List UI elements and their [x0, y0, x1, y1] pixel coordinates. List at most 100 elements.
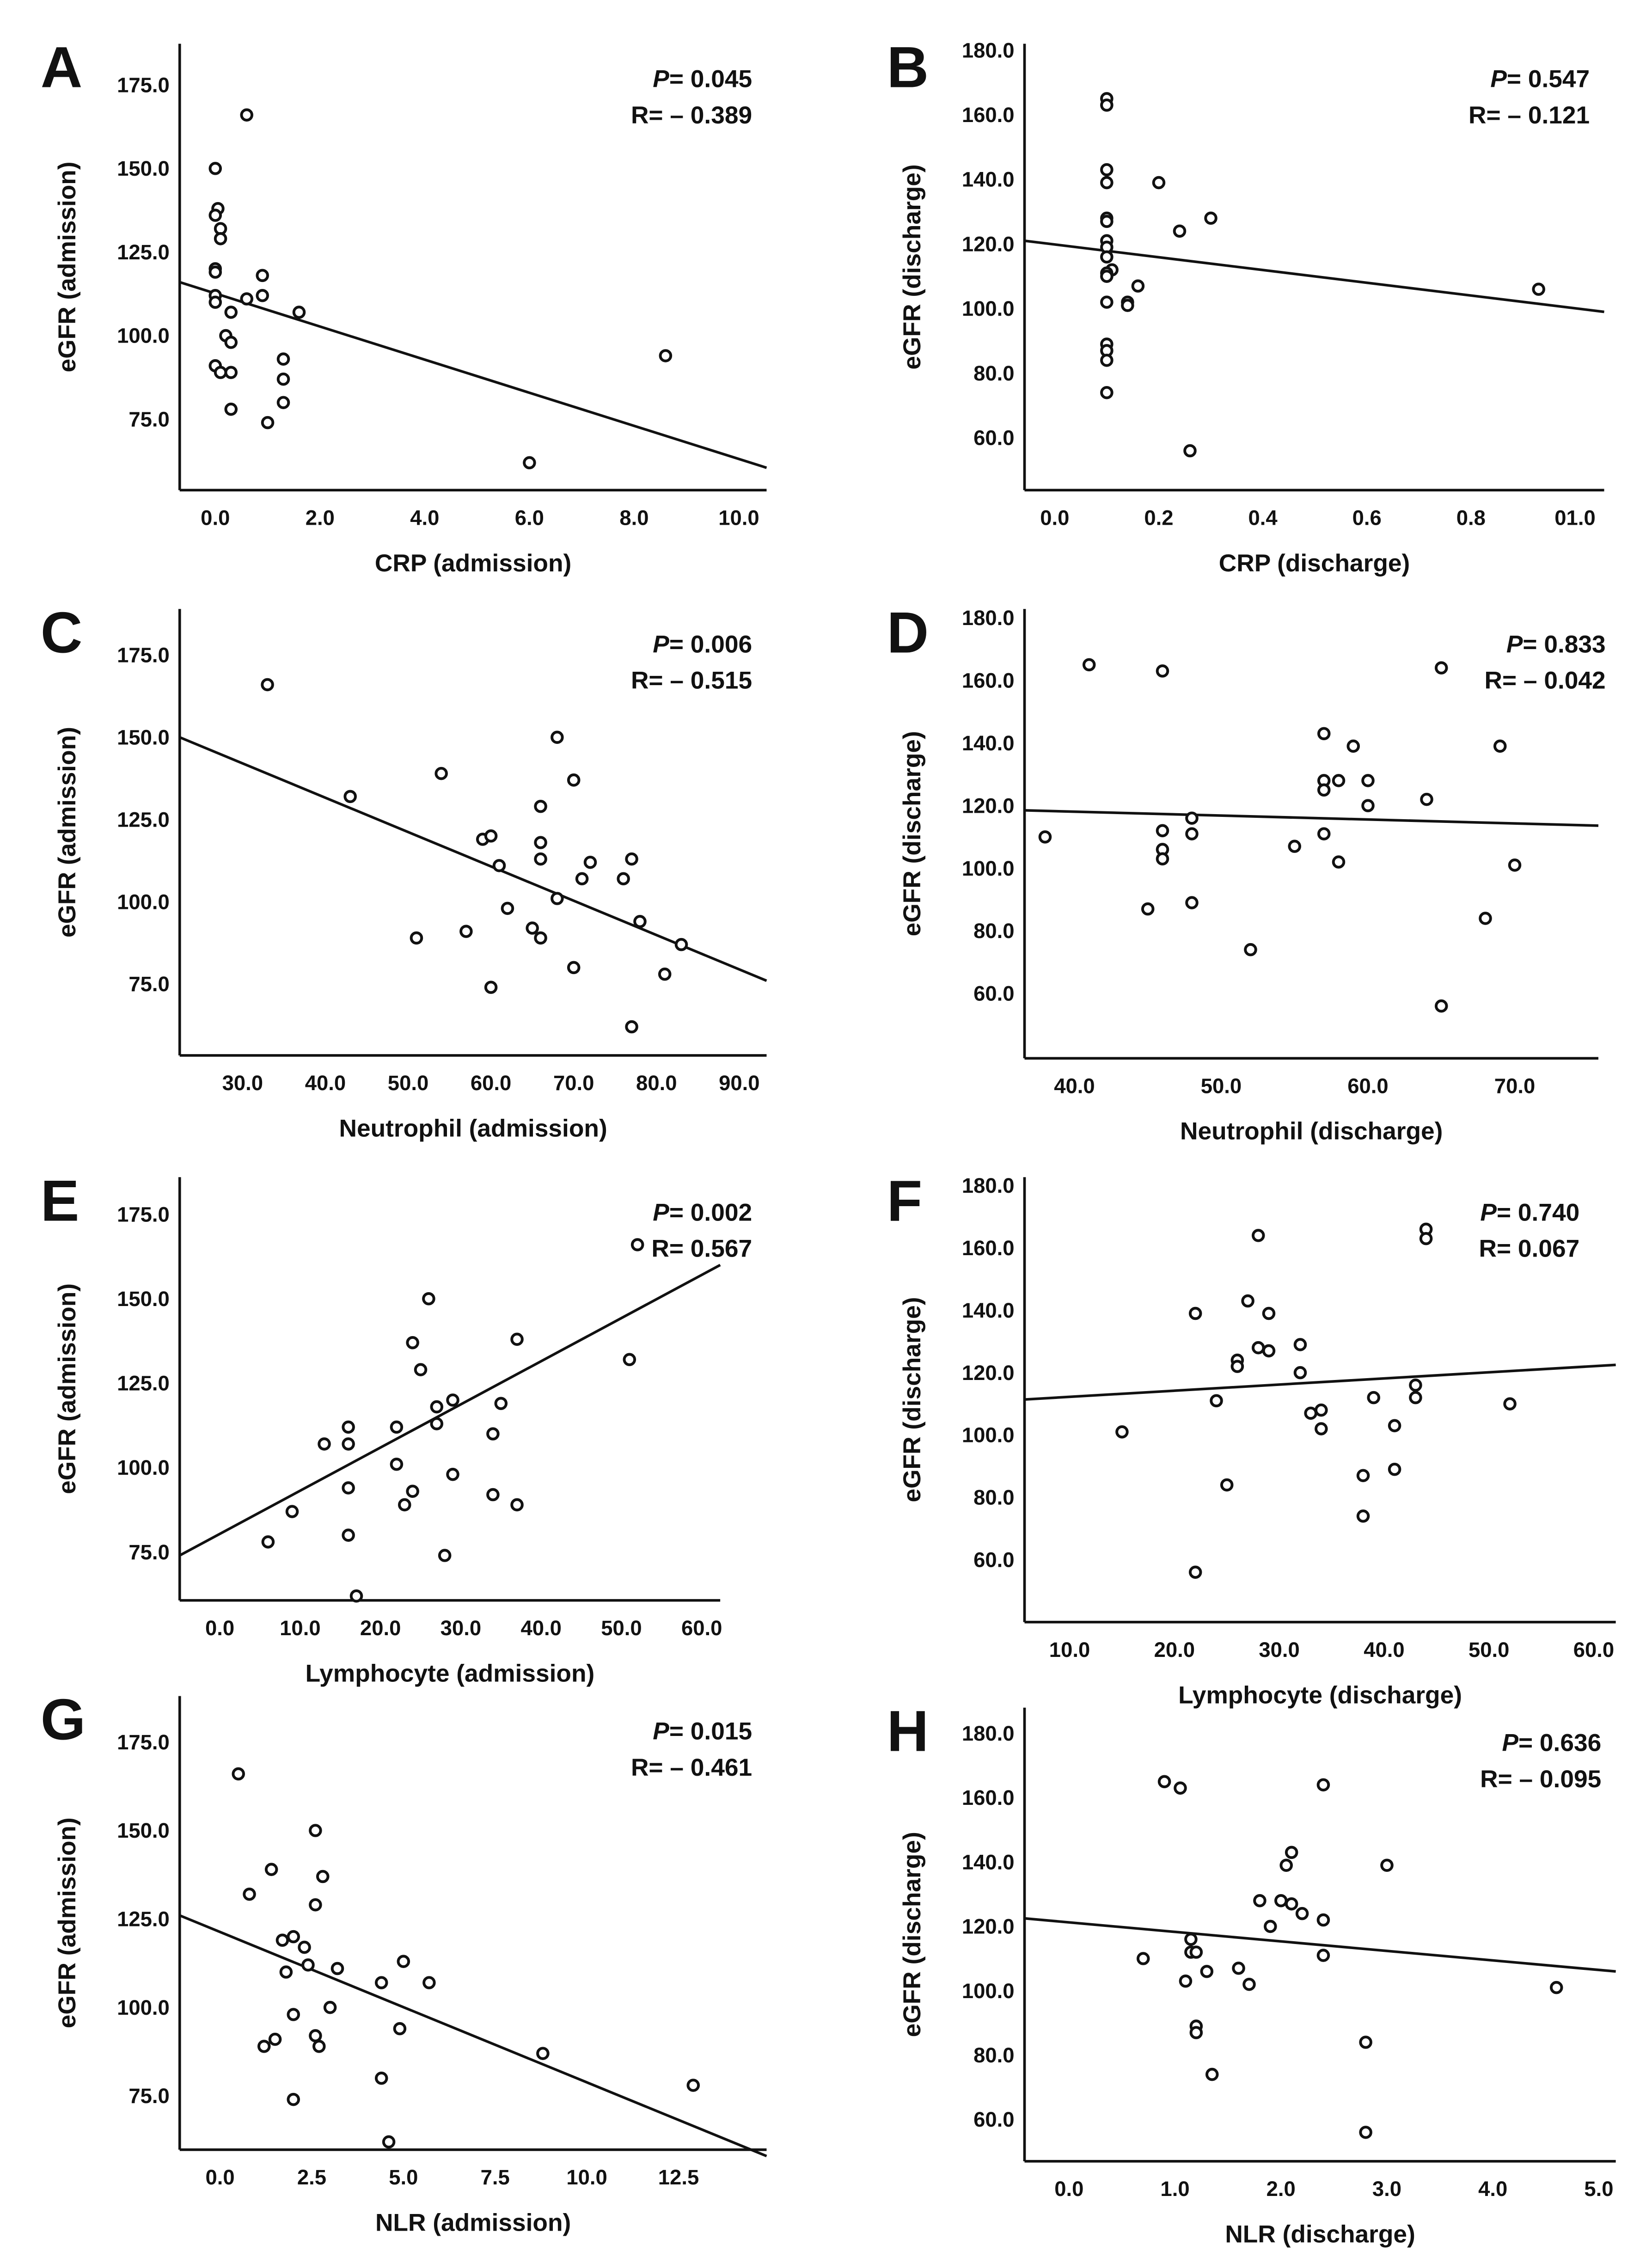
data-point [1409, 1378, 1422, 1392]
data-point [287, 2008, 300, 2021]
y-tick-label: 160.0 [962, 1236, 1015, 1260]
y-axis-title: eGFR (discharge) [899, 1297, 926, 1502]
x-tick-label: 80.0 [636, 1071, 677, 1095]
data-point [1188, 1306, 1202, 1320]
data-point [1100, 98, 1114, 112]
data-point [316, 1870, 330, 1883]
panel-b: B 60.0 80.0 100.0 120.0 140.0 160.0 180.0 0.0 0.2… [887, 35, 1604, 577]
p-label: P [1506, 631, 1523, 658]
data-point [510, 1498, 524, 1512]
panel-letter: D [887, 600, 929, 665]
p-label: P [653, 1199, 669, 1226]
y-axis-title: eGFR (admission) [54, 1817, 81, 2028]
data-point [224, 366, 238, 379]
data-point [567, 773, 581, 787]
data-point [633, 915, 647, 928]
data-point [1232, 1962, 1245, 1975]
panel-letter: G [41, 1687, 86, 1752]
p-value-text: P= 0.833 [1506, 631, 1606, 658]
p-value: = 0.740 [1497, 1199, 1579, 1226]
y-tick-label: 180.0 [962, 1722, 1015, 1745]
panel-letter: A [41, 35, 83, 100]
y-tick-label: 150.0 [117, 157, 170, 180]
data-point [486, 1488, 500, 1502]
data-point [349, 1589, 363, 1603]
data-point [1420, 792, 1433, 806]
data-point [1220, 1478, 1234, 1492]
panel-h: H 60.0 80.0 100.0 120.0 140.0 160.0 180.0 0.0 1.0… [887, 1699, 1616, 2248]
panel-f: F 60.0 80.0 100.0 120.0 140.0 160.0 180.0 10.0 20… [887, 1168, 1616, 1709]
p-label: P [1480, 1199, 1497, 1226]
y-tick-label: 120.0 [962, 1361, 1015, 1385]
y-tick-label: 140.0 [962, 1299, 1015, 1322]
x-tick-label: 4.0 [410, 506, 439, 529]
y-tick-label: 160.0 [962, 668, 1015, 692]
panel-g: G 75.0 100.0 125.0 150.0 175.0 0.0 2.5 5.0 7.5 10.… [41, 1687, 767, 2236]
data-point [1131, 279, 1145, 293]
y-tick-label: 140.0 [962, 731, 1015, 755]
regression-line [1024, 1917, 1616, 1973]
y-tick-label: 150.0 [117, 1819, 170, 1842]
data-point [1315, 1403, 1328, 1417]
data-point [1115, 1425, 1129, 1439]
y-tick-label: 125.0 [117, 240, 170, 264]
data-point [1434, 999, 1448, 1013]
data-point [406, 1336, 419, 1349]
data-point [1285, 1897, 1298, 1911]
data-point [256, 288, 269, 302]
x-tick-label: 0.6 [1352, 506, 1382, 529]
data-point [232, 1767, 245, 1781]
data-point [484, 981, 498, 994]
data-point [446, 1467, 459, 1481]
p-value-text: P= 0.740 [1480, 1199, 1579, 1226]
x-axis-title: NLR (admission) [375, 2209, 571, 2236]
data-point [617, 872, 630, 886]
x-tick-label: 70.0 [553, 1071, 594, 1095]
data-point [523, 456, 536, 470]
data-point [261, 678, 274, 692]
data-point [1317, 827, 1331, 840]
data-point [1100, 270, 1114, 283]
data-point [422, 1292, 435, 1306]
data-point [261, 1535, 275, 1549]
data-point [374, 2072, 388, 2085]
y-tick-label: 150.0 [117, 725, 170, 749]
y-tick-label: 80.0 [973, 1486, 1014, 1509]
data-point [342, 1481, 355, 1495]
p-label: P [1502, 1729, 1518, 1757]
data-point [1157, 1775, 1171, 1789]
x-tick-label: 60.0 [1347, 1074, 1388, 1098]
y-tick-label: 75.0 [128, 2084, 169, 2108]
data-point [1185, 827, 1199, 840]
data-point [410, 931, 423, 945]
y-axis-title: eGFR (discharge) [899, 1832, 926, 2037]
y-tick-label: 60.0 [973, 1548, 1014, 1572]
y-axis-title: eGFR (discharge) [899, 731, 926, 936]
data-point [625, 852, 638, 866]
regression-line [179, 1263, 721, 1557]
x-tick-label: 6.0 [515, 506, 544, 529]
y-tick-label: 175.0 [117, 1730, 170, 1754]
data-point [1100, 386, 1114, 399]
x-tick-label: 50.0 [1201, 1074, 1242, 1098]
data-point [583, 855, 597, 869]
data-point [625, 1020, 638, 1034]
data-point [1356, 1469, 1370, 1482]
data-point [309, 2029, 322, 2042]
data-point [1332, 855, 1346, 869]
data-point [1434, 661, 1448, 675]
data-point [567, 961, 581, 975]
data-point [1188, 1565, 1202, 1579]
panel-a: A 75.0 100.0 125.0 150.0 175.0 0.0 2.0 4.0 6.0 8.0… [41, 35, 767, 577]
data-point [264, 1863, 278, 1876]
data-point [256, 269, 269, 282]
x-axis-title: CRP (admission) [375, 550, 571, 577]
data-point [312, 2040, 326, 2053]
panel-d: D 60.0 80.0 100.0 120.0 140.0 160.0 180.0 40.0 50… [887, 600, 1606, 1145]
p-value: = 0.833 [1523, 631, 1605, 658]
x-tick-label: 10.0 [280, 1616, 320, 1640]
y-tick-label: 100.0 [962, 1423, 1015, 1447]
data-point [1419, 1232, 1433, 1245]
panel-letter: H [887, 1699, 929, 1764]
